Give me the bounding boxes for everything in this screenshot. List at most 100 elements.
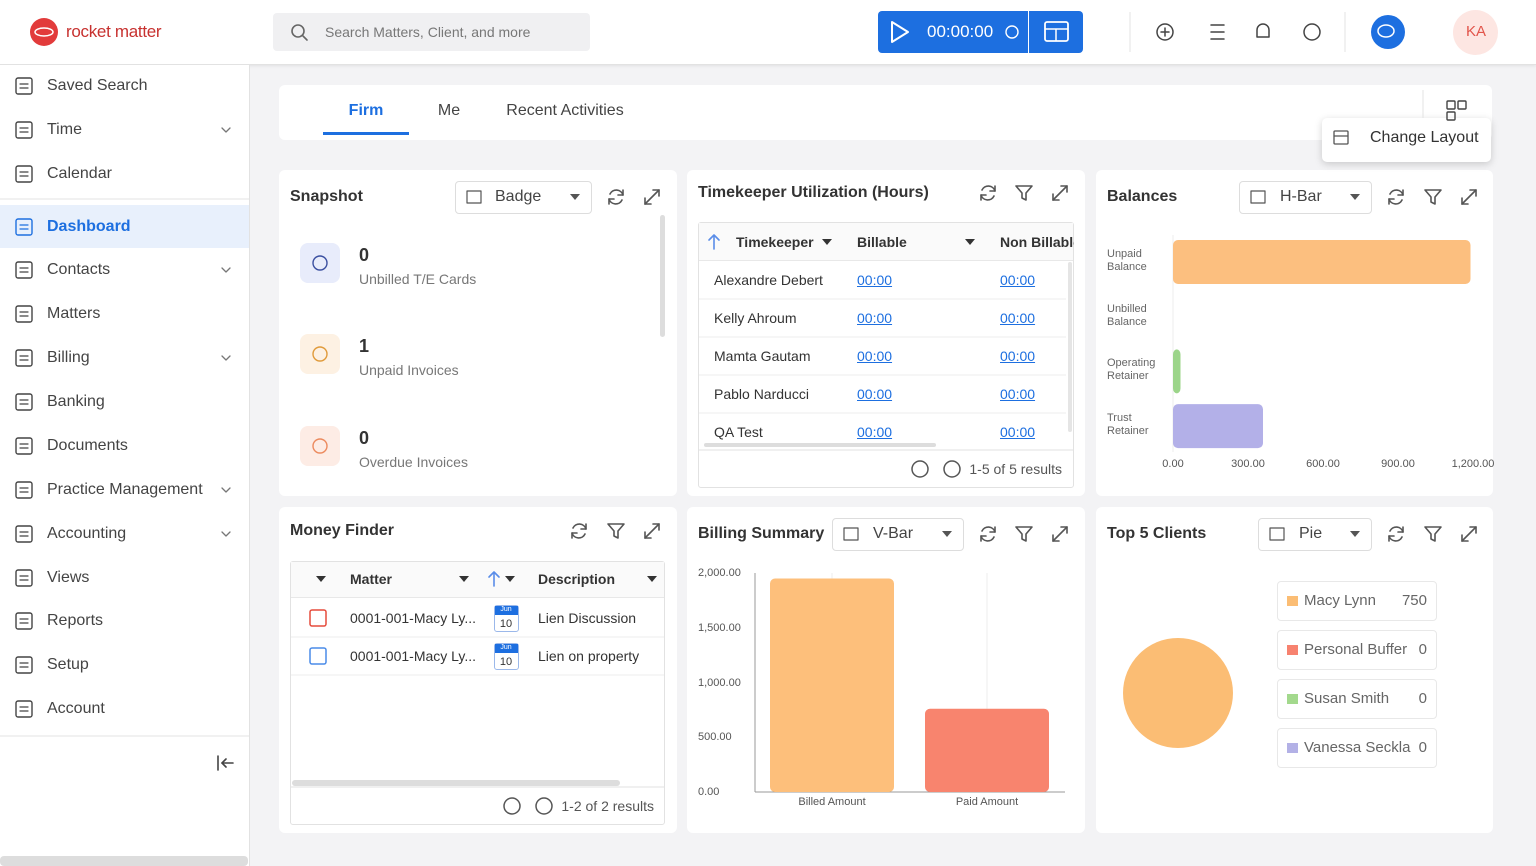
legend-item — [1277, 728, 1437, 768]
hours-link[interactable]: 00:00 — [1000, 310, 1036, 326]
scrollbar — [660, 215, 665, 337]
hours-link[interactable]: 00:00 — [1000, 348, 1036, 364]
menu-item[interactable]: Saved Search — [47, 77, 148, 94]
timekeeper-name: Mamta Gautam — [714, 348, 811, 364]
snapshot-label: Unpaid Invoices — [359, 362, 459, 378]
view-select[interactable] — [1258, 518, 1372, 551]
legend-label: Vanessa Seckla — [1304, 739, 1411, 756]
legend-value: 0 — [1418, 739, 1427, 756]
change-layout-label[interactable]: Change Layout — [1370, 129, 1479, 146]
timesheet-button[interactable] — [1029, 11, 1083, 53]
sidebar — [0, 65, 250, 866]
menu-item[interactable]: Views — [47, 569, 90, 586]
view-select[interactable] — [832, 518, 964, 551]
search-box[interactable] — [273, 13, 590, 51]
table-frame — [290, 561, 665, 825]
view-select[interactable] — [1239, 181, 1372, 214]
menu-item[interactable]: Calendar — [47, 165, 112, 182]
tab[interactable]: Me — [437, 102, 461, 119]
snapshot-count: 0 — [359, 245, 370, 265]
legend-item — [1277, 581, 1437, 621]
hours-link[interactable]: 00:00 — [1000, 424, 1036, 440]
matter-link[interactable]: 0001-001-Macy Ly... — [350, 648, 477, 664]
card-title: Money Finder — [290, 522, 395, 539]
x-tick-label: 0.00 — [1162, 458, 1184, 470]
h-scrollbar — [292, 780, 620, 786]
active-item-bg[interactable] — [0, 205, 249, 248]
view-select-label: Pie — [1299, 525, 1323, 542]
y-tick-label: 500.00 — [698, 731, 732, 744]
date-month: Jun — [500, 644, 512, 651]
legend-item — [1277, 679, 1437, 719]
snapshot-icon-bg — [300, 334, 340, 374]
description: Lien on property — [538, 648, 640, 664]
date-day: 10 — [499, 656, 513, 668]
menu-item[interactable]: Reports — [47, 612, 104, 629]
menu-item[interactable]: Dashboard — [47, 218, 131, 235]
legend-value: 0 — [1418, 690, 1427, 707]
snapshot-icon-bg — [300, 426, 340, 466]
top-bar — [0, 0, 1536, 65]
date-badge-top — [495, 644, 518, 653]
date-badge-top — [495, 606, 518, 615]
snapshot-count: 1 — [359, 336, 370, 356]
hours-link[interactable]: 00:00 — [857, 272, 893, 288]
card-title: Top 5 Clients — [1107, 525, 1207, 542]
timekeeper-name: Alexandre Debert — [714, 272, 823, 288]
timekeeper-name: Kelly Ahroum — [714, 310, 797, 326]
menu-item[interactable]: Time — [47, 121, 82, 138]
hours-link[interactable]: 00:00 — [857, 348, 893, 364]
legend-label: Personal Buffer — [1304, 641, 1408, 658]
y-tick-label: 1,500.00 — [698, 621, 741, 634]
menu-item[interactable]: Billing — [47, 349, 90, 366]
column-header: Non Billable — [1000, 234, 1074, 250]
y-category-label: Trust Retainer — [1107, 412, 1149, 438]
view-select[interactable] — [455, 181, 592, 214]
legend-value: 0 — [1418, 641, 1427, 658]
hours-link[interactable]: 00:00 — [857, 310, 893, 326]
top-clients-card — [1096, 507, 1493, 833]
hours-link[interactable]: 00:00 — [1000, 272, 1036, 288]
y-tick-label: 1,000.00 — [698, 676, 741, 689]
change-layout-popover[interactable] — [1322, 118, 1491, 162]
pagination: 1-5 of 5 results — [969, 461, 1062, 477]
menu-item[interactable]: Banking — [47, 393, 105, 410]
menu-item[interactable]: Practice Management — [47, 481, 203, 498]
tab[interactable]: Firm — [348, 102, 384, 119]
column-header: Matter — [350, 571, 393, 587]
search-placeholder: Search Matters, Client, and more — [325, 24, 531, 40]
description: Lien Discussion — [538, 610, 637, 626]
hours-link[interactable]: 00:00 — [1000, 386, 1036, 402]
card-title: Snapshot — [290, 188, 363, 205]
matter-link[interactable]: 0001-001-Macy Ly... — [350, 610, 477, 626]
avatar[interactable] — [1453, 10, 1498, 55]
tabs-card — [279, 85, 1492, 140]
legend-label: Susan Smith — [1304, 690, 1390, 707]
hours-link[interactable]: 00:00 — [857, 386, 893, 402]
table-frame — [698, 222, 1074, 488]
menu-item[interactable]: Matters — [47, 305, 101, 322]
timer-display: 00:00:00 — [927, 22, 994, 41]
x-tick-label: 600.00 — [1306, 458, 1340, 470]
menu-item[interactable]: Documents — [47, 437, 128, 454]
snapshot-icon-bg — [300, 243, 340, 283]
avatar-initials: KA — [1466, 23, 1487, 40]
tab[interactable]: Recent Activities — [506, 102, 624, 119]
h-scrollbar — [704, 443, 936, 447]
x-tick-label: 1,200.00 — [1451, 458, 1495, 470]
y-tick-label: 2,000.00 — [698, 567, 741, 579]
hours-link[interactable]: 00:00 — [857, 424, 893, 440]
date-month: Jun — [500, 606, 512, 613]
menu-item[interactable]: Accounting — [47, 525, 127, 542]
column-header: Description — [538, 571, 616, 587]
menu-item[interactable]: Contacts — [47, 261, 111, 278]
balances-card — [1096, 170, 1493, 496]
y-category-label: Unbilled Balance — [1107, 302, 1147, 328]
menu-item[interactable]: Setup — [47, 656, 89, 673]
snapshot-card — [279, 170, 677, 496]
snapshot-count: 0 — [359, 428, 370, 448]
menu-item[interactable]: Account — [47, 700, 105, 717]
brand-name: rocket matter — [66, 22, 162, 41]
snapshot-label: Unbilled T/E Cards — [359, 271, 477, 287]
